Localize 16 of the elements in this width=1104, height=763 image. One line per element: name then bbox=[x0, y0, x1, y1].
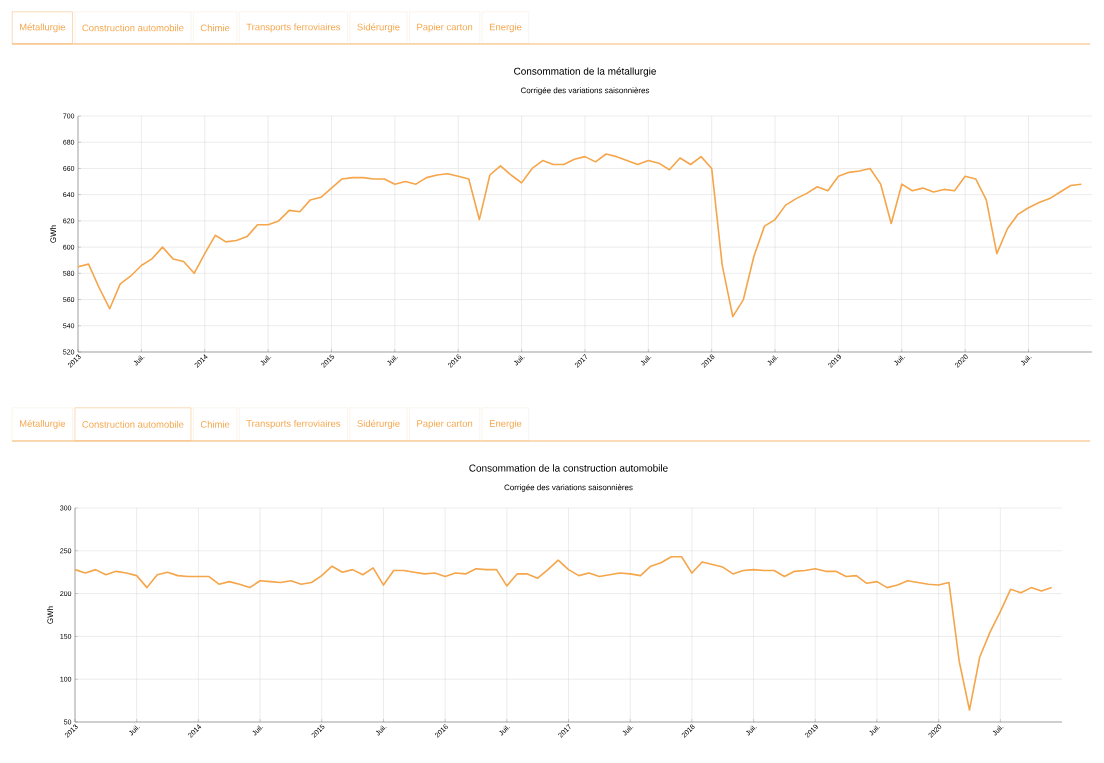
text: Construction automobile bbox=[82, 420, 184, 428]
text: Transports ferroviaires bbox=[246, 419, 341, 429]
text: Energie bbox=[489, 23, 522, 33]
text: Papier carton bbox=[417, 419, 473, 429]
text: Chimie bbox=[200, 420, 230, 428]
chart-title: Consommation de la métallurgie bbox=[514, 67, 656, 77]
text: Transports ferroviaires bbox=[246, 23, 341, 33]
text: Sidérurgie bbox=[357, 419, 400, 429]
chart-title: Consommation de la construction automobile bbox=[469, 464, 668, 472]
text: Sidérurgie bbox=[357, 23, 400, 33]
text: Papier carton bbox=[417, 23, 473, 33]
text: Métallurgie bbox=[19, 419, 66, 429]
text: Chimie bbox=[200, 24, 230, 32]
text: Energie bbox=[489, 419, 522, 429]
text: Métallurgie bbox=[19, 23, 66, 33]
text: Construction automobile bbox=[82, 24, 184, 32]
